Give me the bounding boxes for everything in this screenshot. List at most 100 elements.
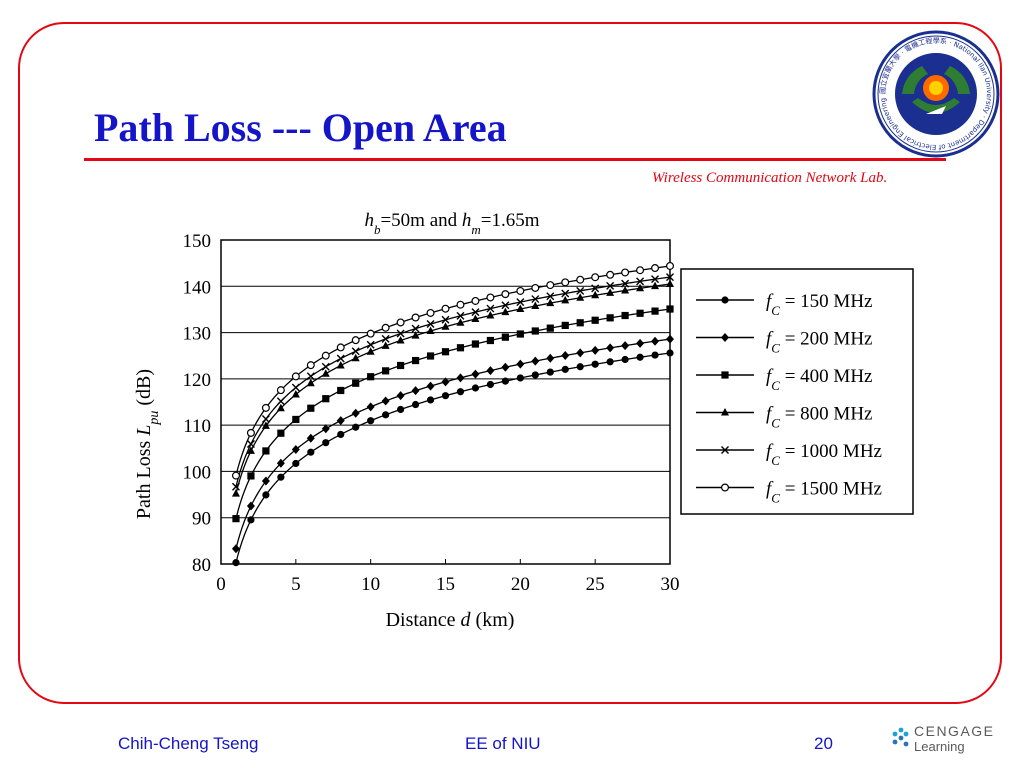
data-point <box>576 275 585 284</box>
y-tick-label: 100 <box>183 462 212 483</box>
legend-label: fC = 1000 MHz <box>766 441 882 468</box>
x-axis-label: Distance d (km) <box>386 609 515 631</box>
data-point <box>276 458 285 468</box>
data-point <box>292 415 300 424</box>
legend-label: fC = 150 MHz <box>766 291 872 318</box>
series-6 <box>231 261 674 480</box>
data-point <box>367 417 375 425</box>
data-point <box>381 334 390 343</box>
data-point <box>561 365 569 373</box>
series-4 <box>231 279 674 497</box>
data-point <box>456 311 465 320</box>
data-point <box>336 360 345 369</box>
data-point <box>456 344 465 352</box>
data-point <box>382 367 390 375</box>
data-point <box>382 411 390 419</box>
data-point <box>636 338 645 348</box>
x-tick-label: 10 <box>361 574 380 595</box>
legend-label: fC = 800 MHz <box>766 404 872 431</box>
data-point <box>666 334 674 344</box>
data-point <box>516 374 524 382</box>
data-point <box>516 330 524 338</box>
data-point <box>321 351 330 360</box>
legend-items: fC = 150 MHz fC = 200 MHz fC = 400 MHz fC =… <box>696 291 882 505</box>
university-seal-logo: 國立宜蘭大學 · 電機工程學系 · National Ilan Universi… <box>872 30 1000 158</box>
data-point <box>486 380 494 389</box>
series-group <box>231 261 674 567</box>
data-point <box>426 320 435 329</box>
data-point <box>396 391 405 401</box>
data-point <box>366 347 375 355</box>
data-point <box>366 402 375 412</box>
data-point <box>322 439 330 447</box>
data-point <box>381 396 390 406</box>
data-point <box>591 345 600 355</box>
data-point <box>516 304 525 313</box>
legend-entry-4: fC = 800 MHz <box>696 404 872 431</box>
x-tick-label: 15 <box>436 574 455 595</box>
data-point <box>606 358 614 366</box>
data-point <box>456 373 465 383</box>
data-point <box>591 273 600 282</box>
data-point <box>441 322 450 330</box>
data-point <box>441 348 450 356</box>
data-point <box>396 318 405 327</box>
data-point <box>411 331 420 339</box>
data-point <box>501 377 509 385</box>
series-5 <box>231 273 674 491</box>
series-line <box>235 276 671 487</box>
data-point <box>576 293 585 301</box>
data-point <box>397 361 405 370</box>
slide-title: Path Loss --- Open Area <box>94 105 507 150</box>
data-point <box>441 315 450 324</box>
legend <box>680 268 914 515</box>
data-point <box>276 397 285 406</box>
data-point <box>666 349 674 357</box>
data-point <box>426 308 435 317</box>
data-point <box>546 281 555 290</box>
data-point <box>232 559 240 567</box>
data-point <box>471 308 480 317</box>
data-point <box>531 301 540 310</box>
data-point <box>591 284 600 293</box>
data-point <box>306 361 315 370</box>
legend-marker <box>721 333 729 342</box>
x-tick-label: 5 <box>291 574 301 595</box>
data-point <box>246 439 255 448</box>
data-point <box>636 283 645 292</box>
data-point <box>307 404 315 412</box>
cengage-learning-logo: CENGAGE Learning <box>892 723 995 754</box>
data-point <box>426 396 435 404</box>
data-point <box>276 403 285 412</box>
data-point <box>486 311 495 319</box>
series-line <box>235 308 671 519</box>
data-point <box>561 289 570 298</box>
data-point <box>636 353 644 361</box>
y-tick-label: 90 <box>192 509 211 530</box>
data-point <box>471 369 480 379</box>
data-point <box>486 304 495 313</box>
data-point <box>307 448 315 456</box>
data-point <box>411 313 420 322</box>
data-point <box>651 307 659 315</box>
data-point <box>546 298 555 307</box>
logo-line1: CENGAGE <box>914 723 995 739</box>
legend-entry-6: fC = 1500 MHz <box>696 479 882 506</box>
data-point <box>606 314 614 322</box>
legend-marker <box>721 446 729 454</box>
data-point <box>546 324 554 332</box>
footer-author: Chih-Cheng Tseng <box>118 734 259 753</box>
data-point <box>531 356 540 366</box>
data-point <box>321 369 330 377</box>
data-point <box>621 279 630 288</box>
data-point <box>337 430 345 439</box>
legend-label: fC = 1500 MHz <box>766 479 882 506</box>
chart-title: hb=50m and hm=1.65m <box>364 210 539 237</box>
data-point <box>546 368 554 376</box>
data-point <box>426 352 435 360</box>
data-point <box>516 298 525 307</box>
data-point <box>396 335 405 344</box>
data-point <box>591 316 599 324</box>
data-point <box>621 286 630 294</box>
data-point <box>501 301 510 310</box>
